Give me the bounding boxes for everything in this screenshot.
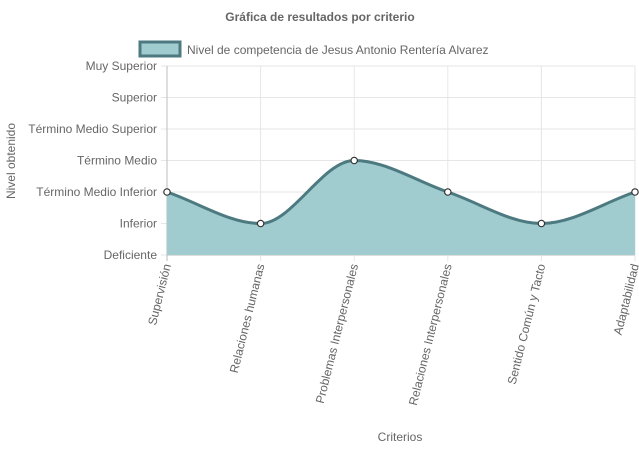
x-tick-label: Adaptabilidad [611, 262, 639, 336]
series-points [163, 156, 639, 228]
data-point[interactable] [350, 156, 359, 165]
y-axis-title: Nivel obtenido [4, 123, 18, 199]
x-tick-label: Supervisión [145, 262, 174, 326]
chart-title: Gráfica de resultados por criterio [225, 10, 414, 24]
x-tick-label: Sentido Común y Tacto [505, 262, 549, 386]
series-area-fill [167, 160, 635, 255]
legend-label: Nivel de competencia de Jesus Antonio Re… [187, 43, 489, 57]
data-point[interactable] [537, 219, 546, 228]
x-tick-label: Relaciones Interpersonales [406, 262, 455, 406]
y-tick-label: Término Medio [77, 154, 157, 168]
data-point[interactable] [163, 188, 171, 196]
y-tick-label: Muy Superior [86, 59, 157, 73]
series-area [166, 158, 636, 255]
data-point[interactable] [631, 188, 639, 196]
x-axis-title: Criterios [378, 430, 423, 444]
y-axis-ticks: Deficiente Inferior Término Medio Inferior… [28, 59, 157, 262]
y-tick-label: Término Medio Superior [28, 122, 157, 136]
x-axis-ticks: Supervisión Relaciones humanas Problemas I… [145, 262, 639, 407]
data-point[interactable] [256, 219, 265, 228]
series-line [166, 158, 636, 226]
x-tick-label: Relaciones humanas [227, 262, 268, 374]
y-tick-label: Deficiente [104, 248, 158, 262]
x-tick-label: Problemas Interpersonales [313, 262, 361, 405]
y-tick-label: Término Medio Inferior [36, 185, 157, 199]
data-point[interactable] [443, 188, 452, 196]
legend-swatch [138, 40, 182, 58]
y-tick-label: Superior [112, 91, 157, 105]
y-tick-label: Inferior [120, 217, 157, 231]
legend[interactable]: Nivel de competencia de Jesus Antonio Re… [138, 40, 489, 58]
